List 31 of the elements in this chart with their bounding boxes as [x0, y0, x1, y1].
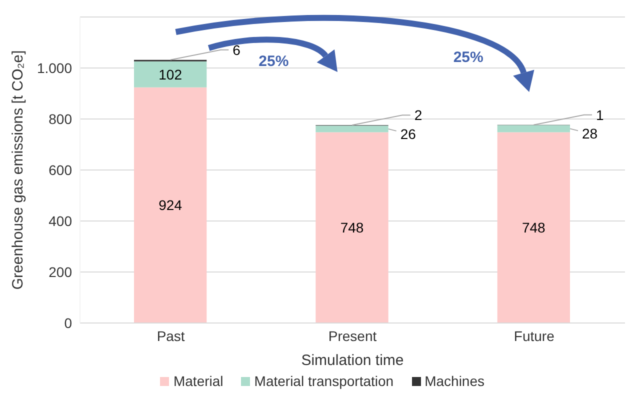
y-axis-title: Greenhouse gas emissions [t CO₂e]: [9, 50, 26, 290]
bar: [316, 132, 388, 323]
data-label: 2: [414, 107, 422, 124]
bar: [497, 132, 570, 323]
x-tick-label: Present: [328, 328, 377, 344]
data-label: 748: [340, 220, 364, 236]
data-label: 924: [158, 197, 182, 214]
data-label: 102: [158, 66, 182, 82]
x-tick-label: Past: [156, 328, 185, 344]
x-axis-title: Simulation time: [301, 352, 404, 369]
legend-label: Material: [173, 373, 224, 389]
annotation: 25%: [258, 53, 289, 70]
legend-label: Material transportation: [254, 373, 394, 389]
x-tick-label: Future: [514, 328, 555, 344]
data-label: 28: [582, 126, 598, 142]
y-tick-label: 600: [48, 162, 72, 178]
y-tick-label: 400: [48, 212, 72, 229]
bar: [316, 126, 388, 132]
data-label: 6: [232, 42, 241, 58]
bar: [497, 125, 570, 132]
bar: [134, 61, 207, 88]
annotation: 25%: [453, 49, 484, 66]
data-label: 26: [400, 126, 416, 142]
y-tick-label: 1.000: [36, 60, 72, 76]
y-tick-label: 800: [48, 110, 72, 127]
legend-label: Machines: [424, 373, 484, 389]
data-label: 1: [596, 106, 604, 123]
y-tick-label: 0: [64, 314, 72, 331]
y-tick-label: 200: [48, 264, 72, 280]
data-label: 748: [522, 220, 546, 236]
bar: [134, 87, 207, 323]
